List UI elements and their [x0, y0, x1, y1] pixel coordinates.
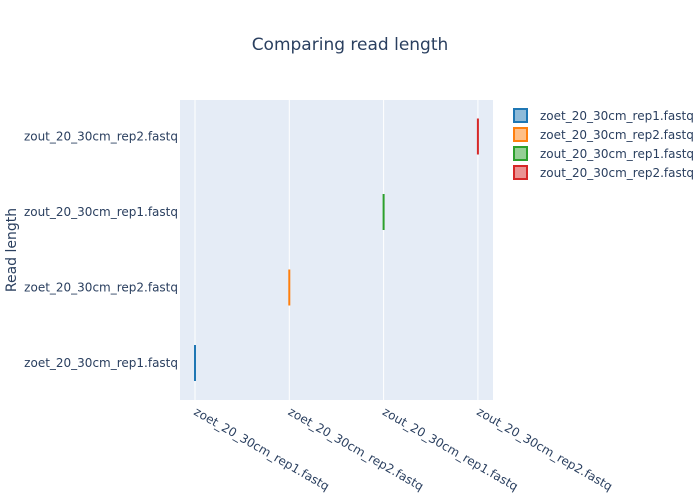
chart-title: Comparing read length	[252, 35, 449, 55]
y-tick-label: zoet_20_30cm_rep2.fastq	[24, 281, 178, 295]
y-axis-ticks: zoet_20_30cm_rep1.fastq zoet_20_30cm_rep2…	[24, 130, 178, 371]
legend[interactable]: zoet_20_30cm_rep1.fastq zoet_20_30cm_rep2…	[513, 108, 694, 180]
y-axis-title: Read length	[4, 208, 20, 292]
x-axis-ticks: zoet_20_30cm_rep1.fastqzoet_20_30cm_rep2…	[192, 404, 615, 493]
box-marks	[194, 118, 479, 381]
y-tick-label: zoet_20_30cm_rep1.fastq	[24, 356, 178, 370]
plot-area	[180, 100, 493, 400]
legend-swatch[interactable]	[513, 146, 528, 161]
legend-swatch[interactable]	[513, 108, 528, 123]
legend-label[interactable]: zoet_20_30cm_rep2.fastq	[540, 128, 694, 142]
legend-label[interactable]: zout_20_30cm_rep1.fastq	[540, 147, 694, 161]
legend-swatch[interactable]	[513, 165, 528, 180]
y-tick-label: zout_20_30cm_rep2.fastq	[24, 130, 178, 144]
legend-label[interactable]: zoet_20_30cm_rep1.fastq	[540, 109, 694, 123]
y-tick-label: zout_20_30cm_rep1.fastq	[24, 205, 178, 219]
legend-swatch[interactable]	[513, 127, 528, 142]
legend-label[interactable]: zout_20_30cm_rep2.fastq	[540, 166, 694, 180]
